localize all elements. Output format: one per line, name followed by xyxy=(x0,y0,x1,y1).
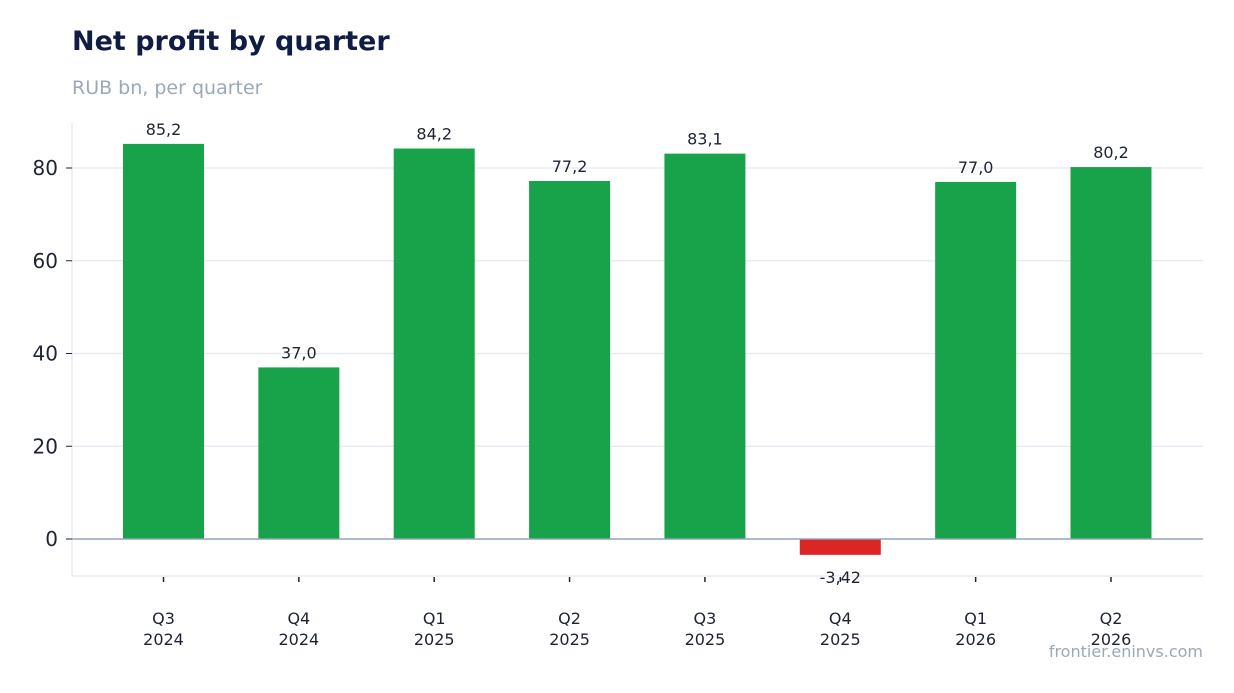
source-credit: frontier.eninvs.com xyxy=(1048,642,1203,661)
x-tick-label-quarter-0: Q3 xyxy=(152,609,175,628)
x-tick-label-year-2: 2025 xyxy=(414,630,455,649)
y-tick-label-20: 20 xyxy=(33,434,58,458)
bar-Q4-2025 xyxy=(799,539,881,555)
x-tick-label-year-0: 2024 xyxy=(143,630,184,649)
bar-Q3-2024 xyxy=(123,143,204,539)
data-label-Q3-2024: 85,2 xyxy=(146,120,182,139)
data-label-Q4-2024: 37,0 xyxy=(281,343,317,362)
x-tick-label-quarter-6: Q1 xyxy=(964,609,987,628)
x-tick-label-quarter-5: Q4 xyxy=(829,609,852,628)
x-tick-label-year-6: 2026 xyxy=(955,630,996,649)
data-label-Q1-2026: 77,0 xyxy=(958,158,994,177)
bar-Q2-2026 xyxy=(1070,167,1152,539)
x-tick-label-year-4: 2025 xyxy=(685,630,726,649)
x-tick-label-quarter-2: Q1 xyxy=(423,609,446,628)
x-tick-label-quarter-1: Q4 xyxy=(287,609,310,628)
chart-title: Net profit by quarter xyxy=(72,26,390,57)
bar-Q3-2025 xyxy=(664,153,746,539)
data-label-Q2-2025: 77,2 xyxy=(552,157,588,176)
y-tick-label-80: 80 xyxy=(33,156,58,180)
x-tick-label-quarter-4: Q3 xyxy=(694,609,717,628)
y-tick-label-0: 0 xyxy=(45,527,58,551)
bar-Q1-2025 xyxy=(393,148,475,539)
bar-Q1-2026 xyxy=(935,181,1017,539)
data-label-Q1-2025: 84,2 xyxy=(416,125,452,144)
x-tick-label-year-5: 2025 xyxy=(820,630,861,649)
x-tick-label-year-7: 2026 xyxy=(1091,630,1132,649)
data-label-Q2-2026: 80,2 xyxy=(1093,143,1129,162)
y-tick-label-40: 40 xyxy=(33,342,58,366)
chart-subtitle: RUB bn, per quarter xyxy=(72,77,263,99)
bar-Q4-2024 xyxy=(258,367,340,539)
y-tick-label-60: 60 xyxy=(33,249,58,273)
x-tick-label-year-3: 2025 xyxy=(549,630,590,649)
x-tick-label-quarter-3: Q2 xyxy=(558,609,581,628)
x-tick-label-year-1: 2024 xyxy=(278,630,319,649)
bar-Q2-2025 xyxy=(529,180,611,540)
data-label-Q3-2025: 83,1 xyxy=(687,130,723,149)
x-tick-label-quarter-7: Q2 xyxy=(1100,609,1123,628)
